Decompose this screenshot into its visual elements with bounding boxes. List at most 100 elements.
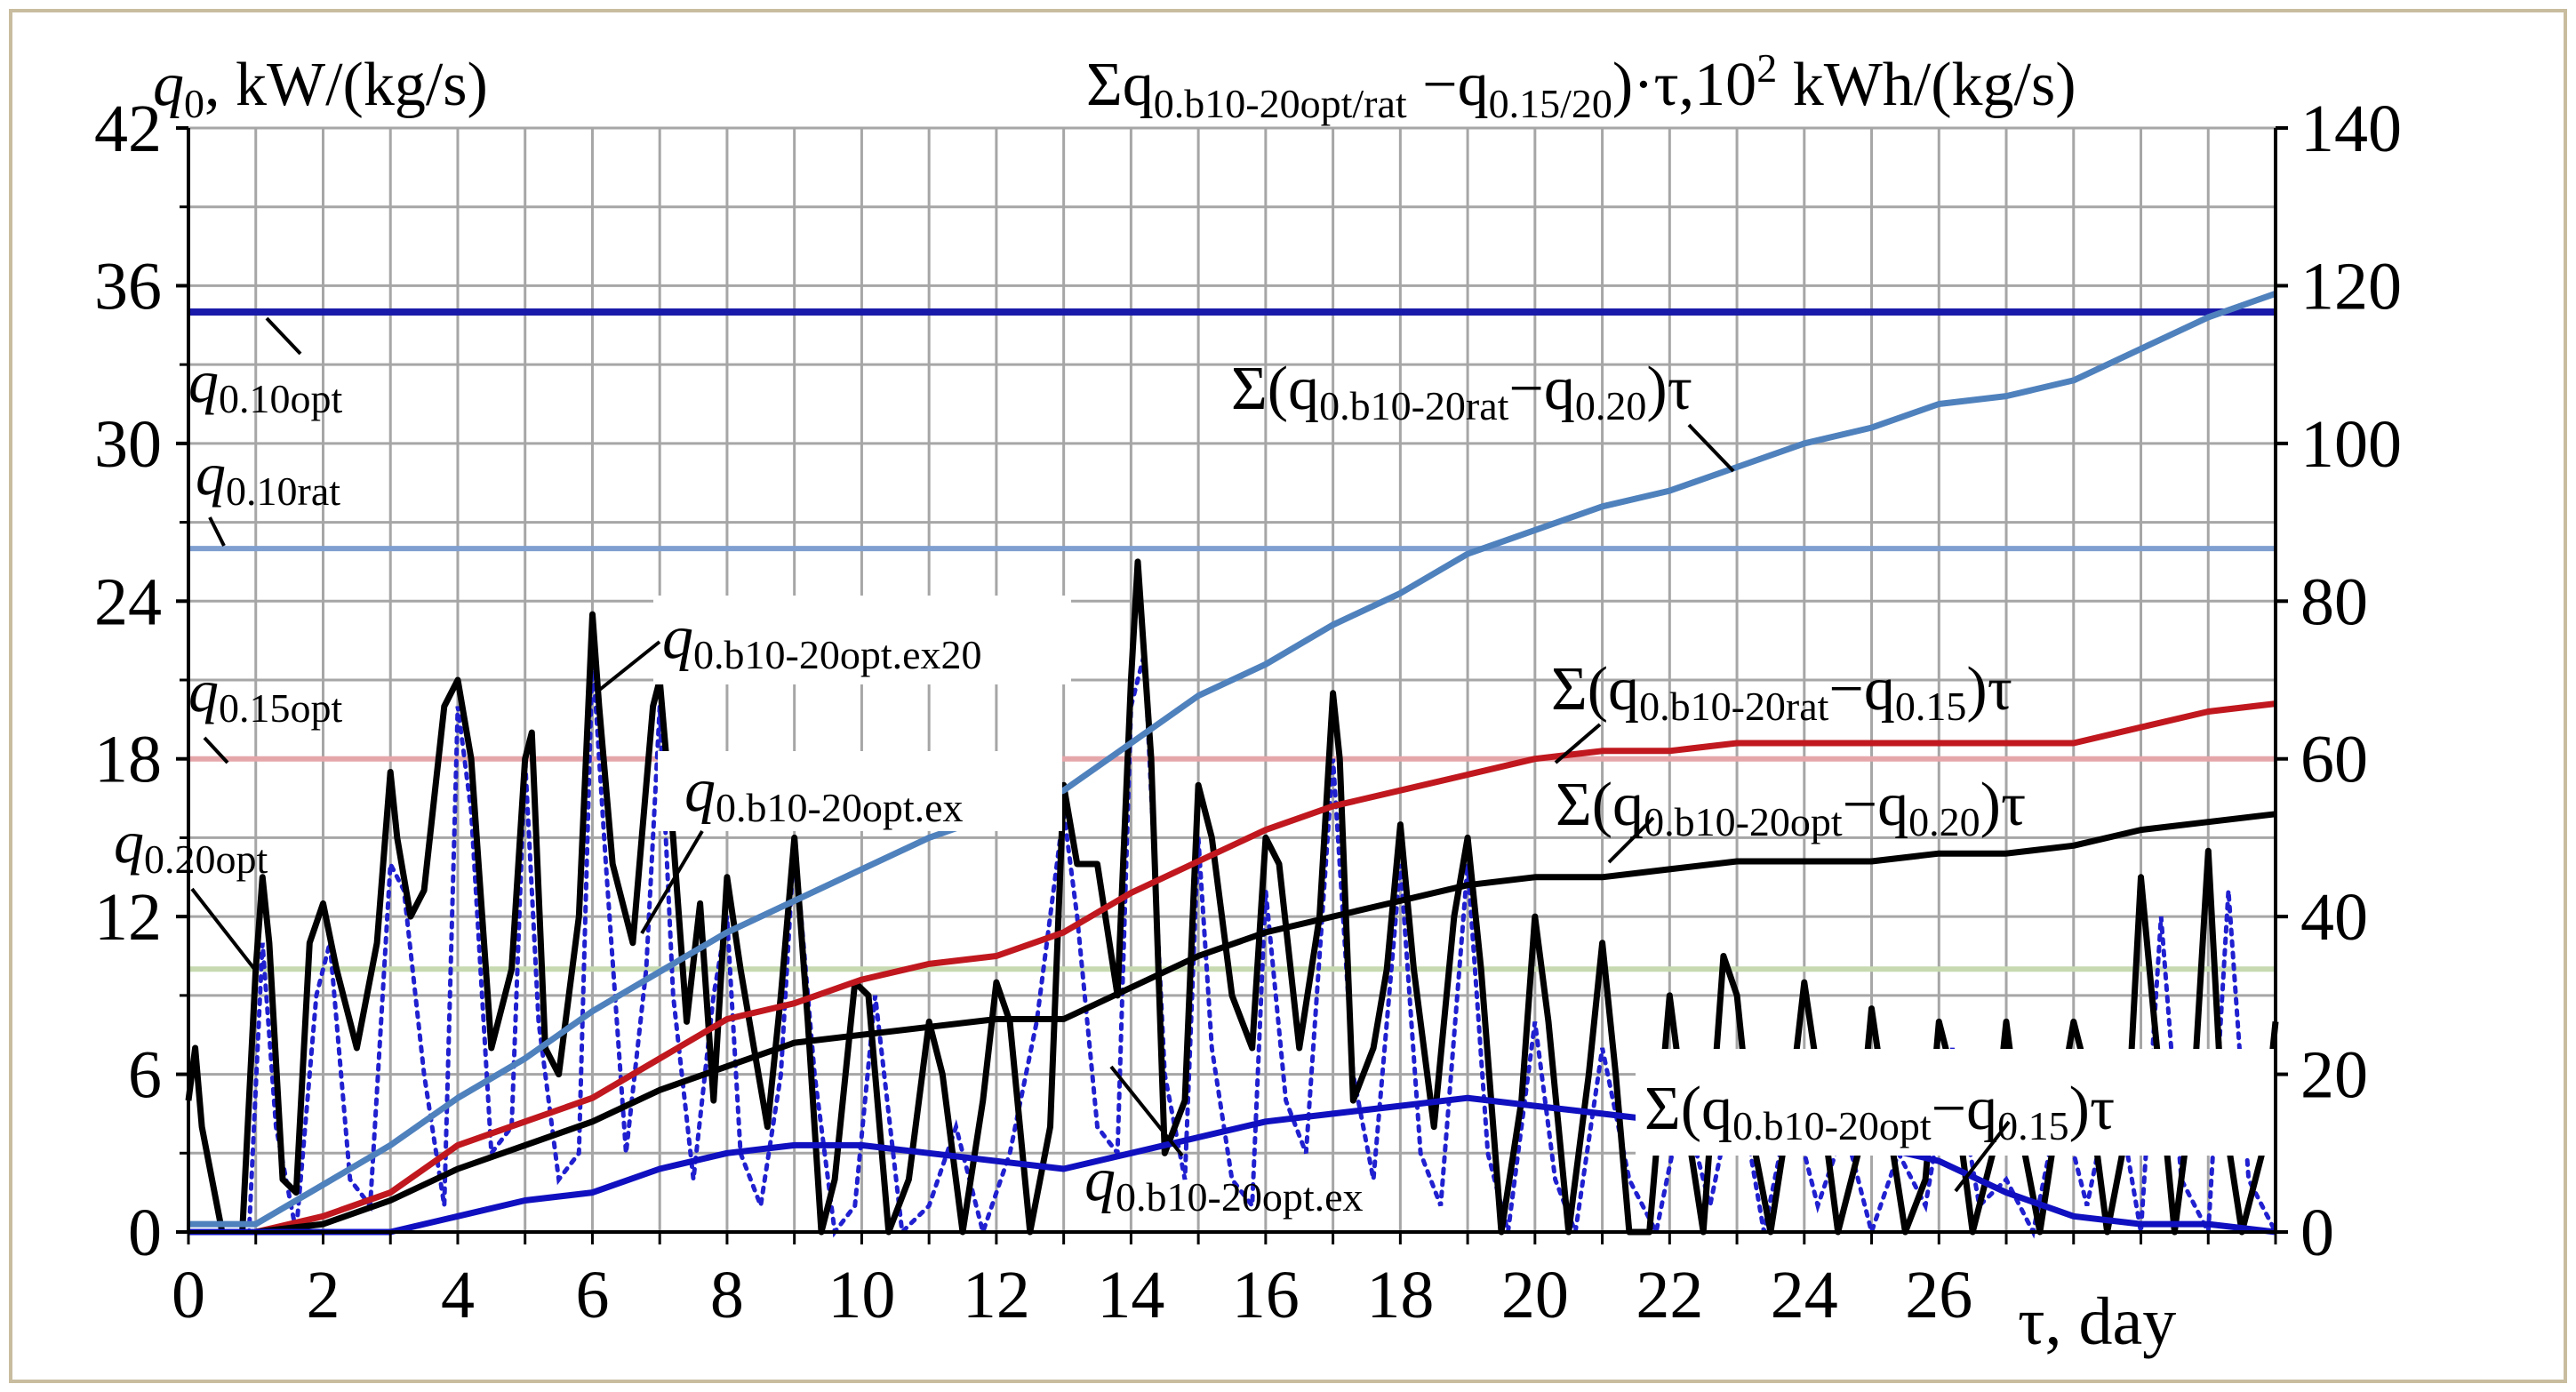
right-title-tail: )·τ,10: [1612, 51, 1756, 119]
label-ex20-main: q: [662, 604, 693, 672]
svg-text:q0.20opt: q0.20opt: [114, 808, 268, 882]
svg-text:Σ(q0.b10-20rat−q0.20)τ: Σ(q0.b10-20rat−q0.20)τ: [1231, 355, 1692, 428]
label-ex20: q0.b10-20opt.ex20: [596, 604, 982, 693]
label-ex-lower: q0.b10-20opt.ex: [1084, 1065, 1364, 1220]
x-tick-label: 14: [1097, 1258, 1164, 1332]
x-tick-label: 0: [172, 1258, 205, 1332]
right-axis-ticks: 0 20 40 60 80 100 120 140: [2276, 92, 2402, 1270]
x-tick-label: 10: [828, 1258, 895, 1332]
left-tick-label: 24: [94, 564, 162, 639]
leader-q010rat: [208, 516, 226, 547]
x-tick-label: 22: [1636, 1258, 1703, 1332]
leader-cum-opt20: [1607, 816, 1655, 864]
x-axis-ticks: 0 2 4 6 8 10 12 14 16 18 20 22 24 26: [172, 1232, 2277, 1332]
label-ex-upper-main: q: [684, 756, 716, 825]
label-box-ex: [658, 751, 1062, 831]
leader-q020opt: [190, 887, 260, 975]
label-cum-rat20-p0: Σ(q: [1231, 355, 1319, 423]
left-tick-label: 6: [128, 1038, 162, 1113]
cumulative-series-0: [188, 290, 2277, 1228]
label-cum-rat20-p4: )τ: [1646, 355, 1692, 423]
svg-text:Σ(q0.b10-20opt−q0.20)τ: Σ(q0.b10-20opt−q0.20)τ: [1556, 771, 2026, 844]
left-tick-label: 12: [94, 880, 162, 955]
label-q010rat-main: q: [196, 440, 226, 508]
label-cum-rat15-p0: Σ(q: [1551, 655, 1639, 724]
label-cum-opt20-p1: 0.b10-20opt: [1644, 799, 1843, 844]
x-axis-title: τ, day: [2018, 1284, 2176, 1359]
svg-text:q0.b10-20opt.ex20: q0.b10-20opt.ex20: [662, 604, 982, 677]
right-title-unit: kWh/(kg/s): [1777, 51, 2076, 119]
leader-q010opt: [265, 316, 302, 356]
left-title-sub: 0: [184, 81, 204, 126]
label-ex-lower-sub: 0.b10-20opt.ex: [1116, 1174, 1364, 1220]
cumulative-series-1: [188, 700, 2276, 1236]
svg-text:q0.15opt: q0.15opt: [188, 657, 343, 731]
label-cum-opt20-p2: −q: [1843, 771, 1908, 839]
label-q010rat: q0.10rat: [196, 440, 340, 547]
right-tick-label: 120: [2300, 249, 2402, 324]
right-tick-label: 20: [2300, 1038, 2368, 1113]
label-q015opt-main: q: [188, 657, 219, 724]
x-tick-label: 2: [306, 1258, 340, 1332]
x-tick-label: 16: [1232, 1258, 1300, 1332]
label-q010opt-sub: 0.10opt: [219, 376, 343, 421]
right-tick-label: 40: [2300, 880, 2368, 955]
label-cum-opt15-p4: )τ: [2069, 1075, 2115, 1143]
leader-cum-opt15: [1954, 1120, 2011, 1193]
left-tick-label: 42: [94, 92, 162, 166]
left-tick-label: 0: [128, 1196, 162, 1270]
right-title-mid: −q: [1407, 51, 1489, 119]
left-axis-ticks: 0 6 12 18 24 30 36 42: [94, 92, 188, 1270]
left-axis-title: q0, kW/(kg/s): [153, 51, 488, 126]
x-tick-label: 4: [441, 1258, 475, 1332]
label-cum-rat20-p3: 0.20: [1575, 383, 1647, 428]
label-cum-rat15-p1: 0.b10-20rat: [1639, 684, 1829, 729]
label-cum-opt15: Σ(q0.b10-20opt−q0.15)τ: [1644, 1075, 2115, 1193]
leader-ex-upper: [640, 829, 704, 935]
leader-cum-rat20: [1687, 423, 1735, 473]
x-tick-label: 18: [1366, 1258, 1434, 1332]
label-cum-opt20-p0: Σ(q: [1556, 771, 1644, 839]
left-tick-label: 30: [94, 407, 162, 482]
leader-q015opt: [203, 736, 229, 764]
label-cum-rat15-p4: )τ: [1966, 655, 2012, 724]
leader-ex-lower: [1109, 1065, 1184, 1157]
label-cum-opt20-p4: )τ: [1980, 771, 2026, 839]
label-q020opt-main: q: [114, 808, 144, 876]
label-cum-opt15-p1: 0.b10-20opt: [1732, 1103, 1932, 1148]
label-cum-opt15-p3: 0.15: [1997, 1103, 2069, 1148]
label-ex20-sub: 0.b10-20opt.ex20: [693, 632, 982, 677]
label-ex-upper: q0.b10-20opt.ex: [640, 756, 964, 935]
right-tick-label: 80: [2300, 564, 2368, 639]
cumulative-series-2: [188, 811, 2276, 1236]
label-cum-rat15-p3: 0.15: [1895, 684, 1967, 729]
label-q015opt-sub: 0.15opt: [219, 685, 343, 731]
left-title-main: q: [153, 51, 184, 119]
label-q020opt: q0.20opt: [114, 808, 268, 975]
cumulative-series: [188, 290, 2277, 1236]
label-box-ex20: [653, 596, 1071, 684]
label-q010opt: q0.10opt: [188, 316, 343, 421]
left-tick-label: 18: [94, 723, 162, 797]
right-axis-title: Σq0.b10-20opt/rat −q0.15/20)·τ,102 kWh/(…: [1086, 45, 2076, 126]
x-tick-label: 24: [1771, 1258, 1838, 1332]
right-title-prefix: Σq: [1086, 51, 1154, 119]
right-title-sub1: 0.b10-20opt/rat: [1154, 81, 1407, 126]
right-tick-label: 140: [2300, 92, 2402, 166]
leader-ex20: [596, 640, 661, 693]
hourly-solid-series: [185, 558, 2279, 1236]
leader-cum-rat15: [1554, 723, 1602, 764]
svg-text:q0.b10-20opt.ex: q0.b10-20opt.ex: [684, 756, 964, 830]
svg-text:q0.10opt: q0.10opt: [188, 348, 343, 421]
x-tick-label: 8: [710, 1258, 744, 1332]
cumulative-series-3: [188, 1094, 2276, 1236]
left-title-unit: , kW/(kg/s): [204, 51, 488, 119]
label-cum-rat20-p2: −q: [1508, 355, 1574, 423]
label-cum-opt20-p3: 0.20: [1908, 799, 1980, 844]
label-ex-upper-sub: 0.b10-20opt.ex: [716, 785, 964, 830]
label-q010rat-sub: 0.10rat: [226, 468, 340, 514]
label-box-cum-opt15: [1636, 1049, 2276, 1156]
label-cum-opt15-p2: −q: [1932, 1075, 1997, 1143]
right-title-sup: 2: [1756, 45, 1777, 91]
